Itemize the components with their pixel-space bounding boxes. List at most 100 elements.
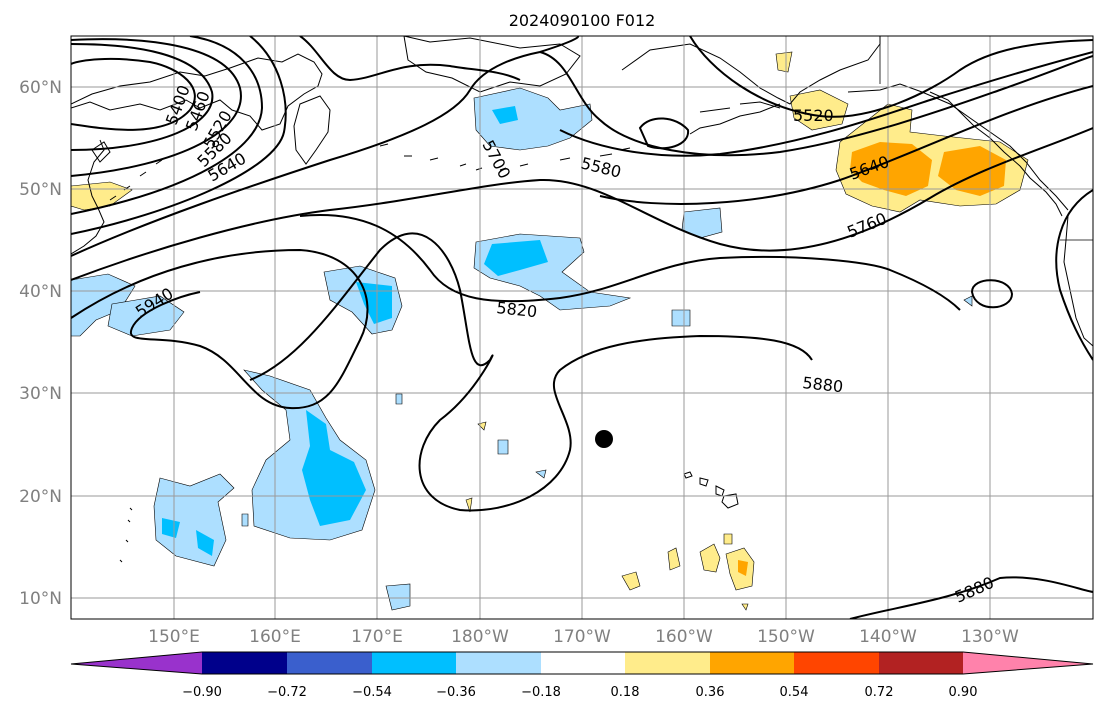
coastline-aleutian-islands xyxy=(379,143,631,171)
map-title: 2024090100 F012 xyxy=(509,11,656,30)
colorbar-tick-label: 0.54 xyxy=(780,685,809,700)
longitude-labels: 150°E 160°E 170°E 180°W 170°W 160°W 150°… xyxy=(148,627,1019,647)
shade-neg-dark xyxy=(302,410,366,526)
lon-label: 150°W xyxy=(757,627,815,647)
shade-pos-light xyxy=(465,497,473,513)
colorbar-extension-high xyxy=(963,652,1093,674)
lat-label: 50°N xyxy=(19,180,62,200)
contour-5880 xyxy=(249,232,813,512)
shade-neg-light xyxy=(535,469,547,479)
shade-neg-light xyxy=(963,295,973,307)
shade-neg-light xyxy=(241,513,249,527)
colorbar-tick-label: −0.72 xyxy=(267,685,307,700)
lat-label: 40°N xyxy=(19,282,62,302)
shade-neg-dark xyxy=(196,530,214,556)
shade-neg-light xyxy=(681,207,723,239)
shade-neg-dark xyxy=(492,106,518,124)
colorbar-tick-label: −0.18 xyxy=(521,685,561,700)
contour-5400 xyxy=(71,57,196,131)
contour-label: 5820 xyxy=(496,298,538,321)
shade-neg-light xyxy=(395,393,403,405)
colorbar-segment xyxy=(456,652,541,674)
shade-neg-light xyxy=(473,87,593,151)
shade-pos-light xyxy=(723,533,733,545)
colorbar-segment xyxy=(287,652,372,674)
shade-pos-light xyxy=(621,571,641,591)
shade-pos-light xyxy=(775,51,793,73)
colorbar-tick-label: −0.36 xyxy=(436,685,476,700)
contour-5460 xyxy=(71,43,214,151)
lat-label: 20°N xyxy=(19,487,62,507)
lon-label: 170°E xyxy=(351,627,403,647)
contour-labels: 5400 5460 5520 5580 5640 5700 5580 5520 … xyxy=(132,83,997,607)
lon-label: 160°E xyxy=(249,627,301,647)
colorbar-segment xyxy=(625,652,710,674)
coastline-marianas xyxy=(119,507,133,563)
shade-pos-light xyxy=(667,547,681,571)
contour-5820 xyxy=(299,214,961,311)
contour-5580-bering xyxy=(299,36,521,82)
contour-5520-west xyxy=(71,38,242,177)
coastline-alaska-peninsula xyxy=(689,103,781,135)
contour-5880-se xyxy=(849,576,1093,619)
latitude-labels: 60°N 50°N 40°N 30°N 20°N 10°N xyxy=(19,78,62,609)
colorbar-extension-low xyxy=(71,652,202,674)
colorbar-segment xyxy=(794,652,879,674)
lon-label: 130°W xyxy=(961,627,1019,647)
coastline-hokkaido xyxy=(91,141,111,163)
colorbar-segment xyxy=(202,652,287,674)
coastline-hawaii xyxy=(683,471,739,509)
colorbar-tick-label: 0.36 xyxy=(696,685,725,700)
contour-5880-east xyxy=(1055,189,1093,361)
lon-label: 160°W xyxy=(655,627,713,647)
shade-pos-light xyxy=(699,543,721,573)
contour-5940 xyxy=(71,248,369,410)
colorbar: −0.90 −0.72 −0.54 −0.36 −0.18 0.18 0.36 … xyxy=(70,651,1094,700)
contour-5640-east xyxy=(599,85,1093,205)
contour-label: 5880 xyxy=(802,373,844,396)
contour-5820-east xyxy=(970,279,1014,309)
shade-neg-light xyxy=(385,583,411,611)
shade-neg-light xyxy=(671,309,691,327)
colorbar-tick-label: −0.90 xyxy=(182,685,222,700)
colorbar-tick-label: −0.54 xyxy=(352,685,392,700)
borders xyxy=(879,36,1093,241)
contour-5640-west xyxy=(71,36,287,235)
negative-anomaly-shading xyxy=(71,87,973,611)
coastlines xyxy=(71,36,1093,563)
coastline-alaska-islands xyxy=(699,101,781,113)
contour-5580-east xyxy=(559,51,1093,157)
shade-neg-light xyxy=(497,439,509,455)
map-frame xyxy=(70,35,1094,620)
colorbar-outline xyxy=(70,651,1094,675)
contour-label: 5520 xyxy=(793,106,834,125)
lon-label: 180°W xyxy=(451,627,509,647)
shade-pos-mid xyxy=(738,560,748,576)
colorbar-tick-label: 0.72 xyxy=(865,685,894,700)
colorbar-tick-label: 0.90 xyxy=(949,685,978,700)
colorbar-segment xyxy=(372,652,456,674)
shade-neg-dark xyxy=(484,240,548,276)
shade-pos-mid xyxy=(850,142,932,196)
colorbar-segment xyxy=(541,652,625,674)
coastline-bc xyxy=(929,91,1063,217)
coastline-japan-honshu xyxy=(71,139,105,255)
contour-5760 xyxy=(71,127,1093,281)
map-panel: 5400 5460 5520 5580 5640 5700 5580 5520 … xyxy=(70,35,1094,620)
shade-pos-light xyxy=(741,603,749,611)
shade-neg-dark xyxy=(162,518,180,538)
lon-label: 150°E xyxy=(148,627,200,647)
contour-5520-gulf xyxy=(689,36,1093,118)
coastline-siberia xyxy=(71,53,323,131)
coastline-chukotka xyxy=(403,36,581,93)
lat-label: 10°N xyxy=(19,589,62,609)
coastline-kamchatka xyxy=(293,95,331,165)
contour-5700 xyxy=(71,36,1093,257)
lat-label: 30°N xyxy=(19,384,62,404)
height-contours xyxy=(71,36,1093,619)
contour-5580-west xyxy=(71,36,264,215)
contour-5520-alaska xyxy=(638,117,690,150)
position-marker xyxy=(595,430,613,448)
coastline-kuril-islands xyxy=(109,159,163,201)
